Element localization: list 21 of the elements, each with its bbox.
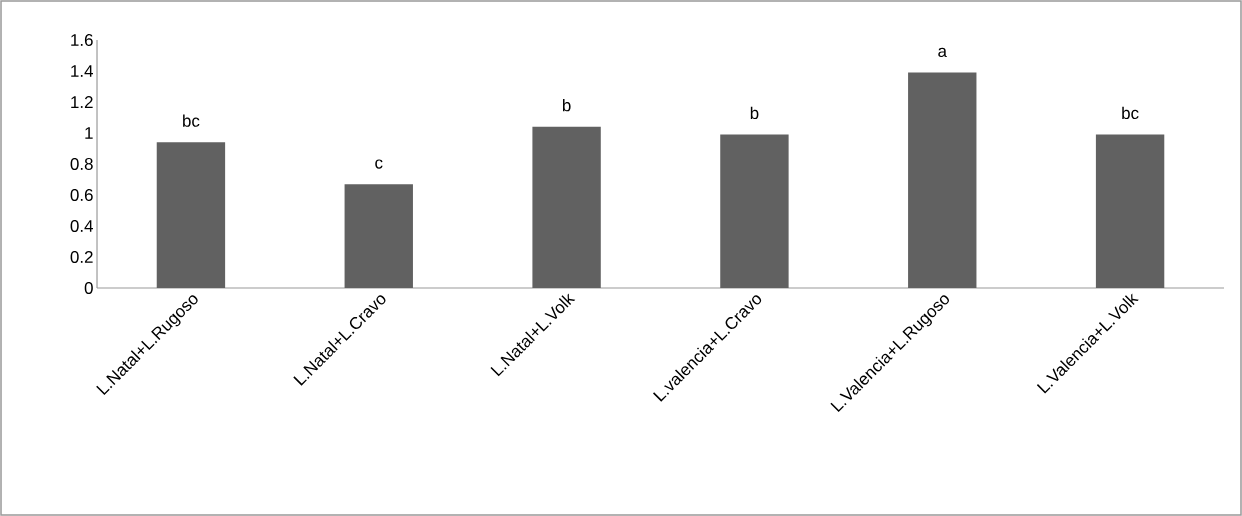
bar <box>908 72 977 288</box>
y-tick-label: 0.8 <box>70 157 93 170</box>
bar <box>532 126 601 288</box>
y-tick-label: 1.4 <box>71 65 93 77</box>
annotation: b <box>750 106 759 120</box>
annotation: bc <box>183 114 200 127</box>
annotation: c <box>375 159 383 169</box>
annotation: bc <box>1122 106 1139 120</box>
y-tick-label: 1 <box>85 127 93 139</box>
y-tick-label: 0.4 <box>70 219 93 232</box>
y-tick-label: 0.6 <box>70 188 93 201</box>
annotation: a <box>938 47 947 58</box>
bar <box>344 184 413 288</box>
annotation: b <box>562 98 571 112</box>
y-tick-label: 0.2 <box>70 250 93 263</box>
y-tick-label: 1.6 <box>71 33 93 46</box>
bar <box>720 134 789 288</box>
bar <box>156 142 226 288</box>
y-tick-label: 0 <box>84 281 93 294</box>
y-tick-label: 1.2 <box>71 96 93 108</box>
bar <box>1095 134 1165 288</box>
